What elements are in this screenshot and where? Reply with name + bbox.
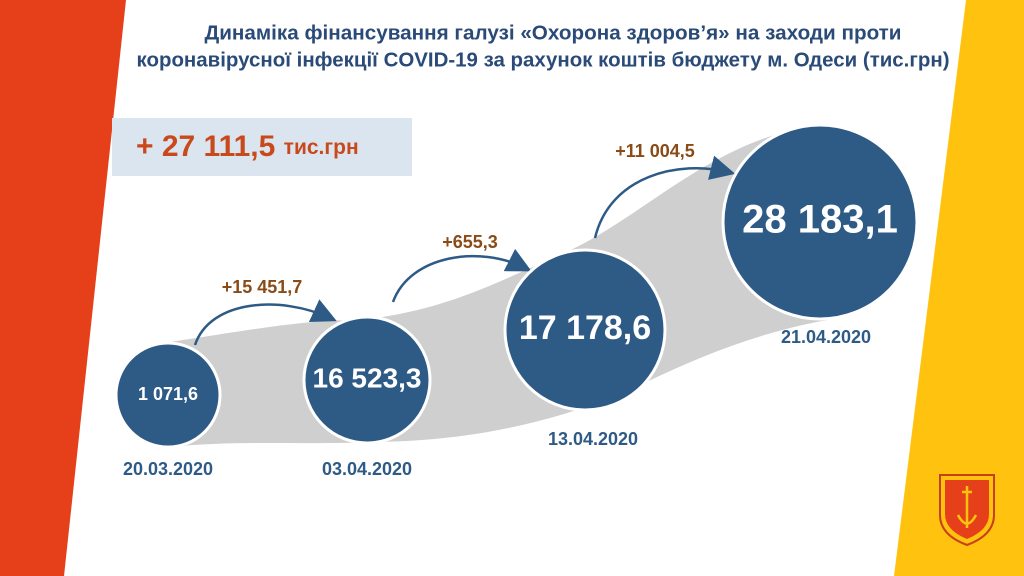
date: 21.04.2020 xyxy=(781,327,871,347)
bubble-value: 16 523,3 xyxy=(313,362,422,393)
increment: +655,3 xyxy=(442,232,498,252)
total-value: + 27 111,5 тис.грн xyxy=(136,130,359,163)
bubble-value: 1 071,6 xyxy=(138,384,198,404)
nodes: 1 071,6 20.03.2020 16 523,3 03.04.2020 17 17… xyxy=(114,123,919,479)
total-number: + 27 111,5 xyxy=(136,130,275,163)
increment: +11 004,5 xyxy=(615,141,695,161)
date: 13.04.2020 xyxy=(548,429,638,449)
title-line: Динаміка фінансування галузі «Охорона зд… xyxy=(205,22,902,44)
bubble xyxy=(302,315,432,445)
emblem xyxy=(939,465,995,547)
bubble-value: 28 183,1 xyxy=(742,198,898,242)
date: 03.04.2020 xyxy=(322,459,412,479)
date: 20.03.2020 xyxy=(123,459,213,479)
bubble xyxy=(503,248,667,412)
total-unit: тис.грн xyxy=(284,136,359,159)
increment: +15 451,7 xyxy=(222,277,303,297)
bubble xyxy=(114,341,222,449)
bubble-value: 17 178,6 xyxy=(519,309,651,347)
arrow xyxy=(193,299,337,346)
arrow xyxy=(391,248,532,303)
arrow xyxy=(593,155,736,239)
title-line: коронавірусної інфекції COVID-19 за раху… xyxy=(137,49,950,71)
bubble xyxy=(721,123,919,321)
yellow-stripe xyxy=(894,0,1024,576)
total-box xyxy=(112,118,412,176)
red-stripe xyxy=(0,0,126,576)
